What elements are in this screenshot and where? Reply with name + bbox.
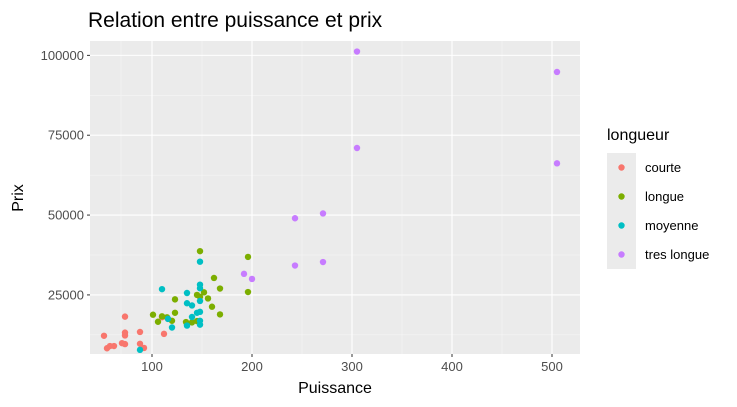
legend-label-courte: courte [645, 160, 681, 175]
y-axis-ticks: 25000 50000 75000 100000 [41, 48, 90, 302]
data-point-longue [244, 288, 252, 296]
data-point-moyenne [196, 297, 204, 305]
data-point-longue [154, 318, 162, 325]
data-point-longue [171, 309, 179, 316]
data-point-longue [149, 311, 157, 318]
data-point-moyenne [196, 321, 204, 328]
data-point-courte [136, 340, 144, 347]
y-axis-title: Prix [10, 184, 27, 212]
data-point-tres-longue [248, 275, 256, 283]
data-point-longue [216, 311, 224, 318]
data-point-tres-longue [319, 258, 327, 266]
data-point-longue [158, 313, 166, 320]
data-point-longue [196, 247, 204, 255]
data-point-moyenne [183, 322, 191, 329]
data-point-courte [100, 332, 108, 339]
plot-panel [90, 41, 580, 354]
x-tick-label: 100 [141, 359, 163, 374]
y-tick-label: 50000 [48, 208, 84, 223]
legend-items: courte longue moyenne tres longue [607, 153, 709, 269]
data-point-tres-longue [291, 262, 299, 269]
data-point-longue [208, 303, 216, 310]
data-point-tres-longue [553, 160, 561, 167]
legend-title: longueur [607, 127, 670, 144]
legend-label-moyenne: moyenne [645, 218, 698, 233]
legend-swatch-longue [618, 193, 625, 200]
data-point-longue [188, 319, 196, 326]
data-point-tres-longue [353, 48, 361, 55]
data-point-courte [110, 342, 118, 350]
data-point-moyenne [164, 315, 172, 323]
data-point-tres-longue [319, 210, 327, 217]
data-point-courte [121, 340, 129, 348]
x-tick-label: 200 [241, 359, 263, 374]
data-point-courte [121, 332, 129, 339]
data-point-tres-longue [353, 144, 361, 152]
chart-title: Relation entre puissance et prix [88, 9, 383, 32]
data-point-tres-longue [291, 215, 299, 222]
data-point-longue [210, 274, 218, 282]
legend-swatch-courte [618, 164, 625, 171]
y-tick-label: 25000 [48, 287, 84, 302]
x-tick-label: 300 [341, 359, 363, 374]
data-point-longue [171, 296, 179, 303]
data-point-moyenne [196, 308, 204, 316]
x-tick-label: 400 [441, 359, 463, 374]
x-tick-label: 500 [541, 359, 563, 374]
data-point-moyenne [183, 289, 191, 297]
data-point-courte [136, 328, 144, 336]
data-point-moyenne [158, 285, 166, 293]
data-points [100, 48, 561, 354]
data-point-moyenne [196, 258, 204, 265]
data-point-tres-longue [240, 270, 248, 278]
data-point-moyenne [168, 324, 176, 331]
data-point-courte [121, 313, 129, 320]
gridlines [90, 41, 580, 354]
y-tick-label: 100000 [41, 48, 84, 63]
data-point-longue [216, 285, 224, 292]
data-point-moyenne [196, 285, 204, 292]
y-tick-label: 75000 [48, 128, 84, 143]
data-point-tres-longue [553, 68, 561, 76]
data-point-longue [200, 289, 208, 296]
legend: longueur courte longue moyenne tres longue [607, 127, 709, 269]
legend-swatch-moyenne [618, 222, 625, 229]
x-axis-title: Puissance [298, 380, 372, 397]
data-point-moyenne [183, 300, 191, 307]
legend-label-tres-longue: tres longue [645, 247, 709, 262]
legend-label-longue: longue [645, 189, 684, 204]
legend-swatch-tres-longue [618, 251, 625, 258]
data-point-moyenne [136, 346, 144, 354]
data-point-longue [244, 253, 252, 261]
data-point-moyenne [188, 313, 196, 321]
data-point-moyenne [188, 302, 196, 309]
data-point-longue [204, 295, 212, 302]
data-point-courte [160, 330, 168, 338]
x-axis-ticks: 100 200 300 400 500 [141, 354, 563, 374]
